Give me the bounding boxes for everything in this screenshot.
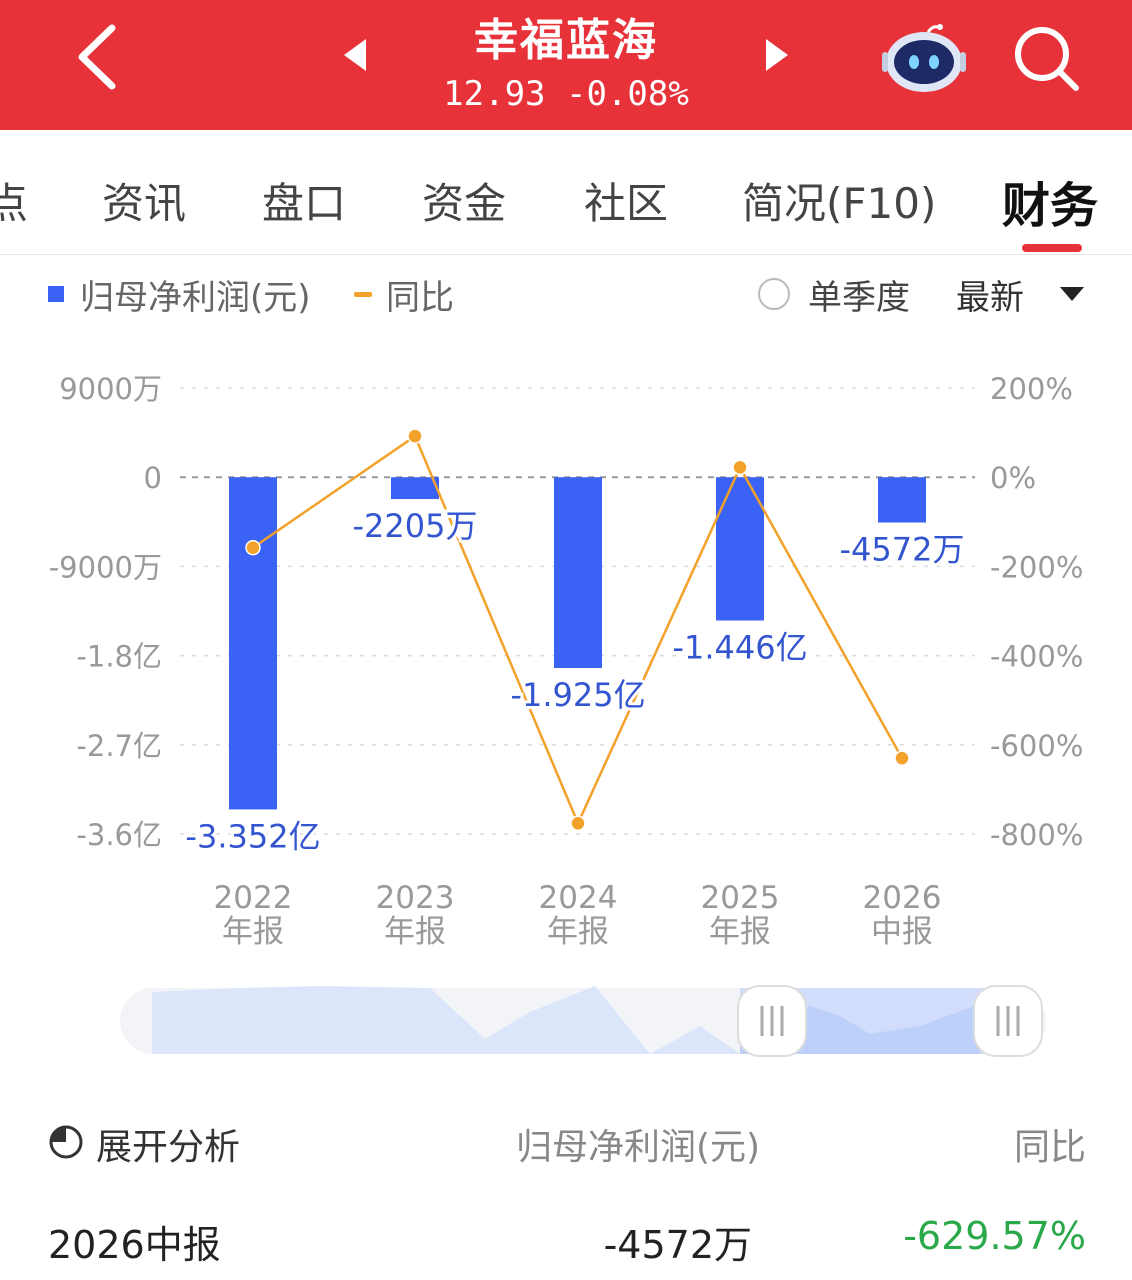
- period-select[interactable]: 最新: [956, 278, 1024, 318]
- range-slider[interactable]: [120, 984, 1046, 1058]
- x-category-label: 年报: [547, 914, 609, 950]
- row-profit-value: -4572万: [603, 1223, 752, 1267]
- y-left-tick-label: 9000万: [59, 372, 162, 406]
- profit-bar: [554, 477, 602, 668]
- tab-community[interactable]: 社区: [584, 179, 669, 228]
- range-right-handle[interactable]: [973, 985, 1043, 1057]
- table-row[interactable]: 2026中报 -4572万 -629.57%: [0, 1208, 1132, 1272]
- y-right-tick-label: -800%: [990, 818, 1083, 852]
- row-period: 2026中报: [48, 1223, 221, 1267]
- y-left-tick-label: -2.7亿: [76, 729, 162, 763]
- profit-bar: [229, 477, 277, 810]
- x-category-label: 2026: [863, 880, 942, 916]
- bar-data-label: -1.925亿: [510, 676, 645, 714]
- legend-yoy-label[interactable]: 同比: [386, 278, 454, 318]
- single-quarter-radio[interactable]: [758, 278, 790, 310]
- x-category-label: 2022: [214, 880, 293, 916]
- pie-chart-icon[interactable]: [48, 1124, 84, 1160]
- bar-data-label: -1.446亿: [672, 629, 807, 667]
- y-left-tick-label: 0: [144, 461, 162, 495]
- tab-bar: 点 资讯 盘口 资金 社区 简况(F10) 财务: [0, 130, 1132, 255]
- chevron-down-icon[interactable]: [1058, 284, 1086, 304]
- yoy-point: [894, 750, 910, 766]
- y-right-tick-label: 200%: [990, 372, 1073, 406]
- active-tab-indicator: [1022, 244, 1082, 252]
- tab-partial[interactable]: 点: [0, 179, 29, 228]
- tab-capital[interactable]: 资金: [422, 179, 507, 228]
- bar-data-label: -3.352亿: [185, 817, 320, 855]
- legend-profit-label[interactable]: 归母净利润(元): [80, 278, 311, 318]
- y-left-tick-label: -1.8亿: [76, 640, 162, 674]
- x-category-label: 中报: [871, 914, 933, 950]
- prev-stock-icon[interactable]: [336, 35, 376, 75]
- tab-news[interactable]: 资讯: [102, 179, 187, 228]
- yoy-point: [407, 428, 423, 444]
- column-header-yoy: 同比: [1013, 1127, 1086, 1168]
- yoy-point: [570, 815, 586, 832]
- x-category-label: 年报: [222, 914, 284, 950]
- chart-legend-row: 归母净利润(元) 同比 单季度 最新: [0, 262, 1132, 322]
- back-icon[interactable]: [70, 22, 130, 92]
- next-stock-icon[interactable]: [756, 35, 796, 75]
- bar-data-label: -4572万: [840, 531, 965, 569]
- range-left-handle[interactable]: [737, 985, 807, 1057]
- single-quarter-label[interactable]: 单季度: [808, 278, 910, 318]
- tab-f10[interactable]: 简况(F10): [742, 179, 937, 228]
- tab-orderbook[interactable]: 盘口: [262, 179, 347, 228]
- yoy-point: [732, 459, 748, 476]
- stock-name: 幸福蓝海: [474, 15, 658, 66]
- table-header: 展开分析 归母净利润(元) 同比: [0, 1112, 1132, 1172]
- y-left-tick-label: -9000万: [49, 550, 162, 584]
- profit-chart: 9000万 0 -9000万 -1.8亿 -2.7亿 -3.6亿 200% 0% -200% -4…: [49, 372, 1084, 950]
- yoy-point: [245, 539, 261, 556]
- legend-profit-swatch: [48, 286, 64, 302]
- profit-bar: [391, 477, 439, 500]
- top-bar: 幸福蓝海 12.93 -0.08%: [0, 0, 1132, 130]
- x-category-label: 年报: [384, 914, 446, 950]
- expand-analysis-button[interactable]: 展开分析: [96, 1127, 241, 1168]
- x-category-label: 年报: [709, 914, 771, 950]
- row-yoy-value: -629.57%: [903, 1214, 1086, 1258]
- search-icon[interactable]: [1010, 22, 1082, 94]
- y-right-tick-label: 0%: [990, 461, 1036, 495]
- tab-finance[interactable]: 财务: [1002, 178, 1099, 234]
- x-category-label: 2023: [376, 880, 455, 916]
- y-left-tick-label: -3.6亿: [76, 818, 162, 852]
- column-header-profit: 归母净利润(元): [516, 1127, 761, 1168]
- bar-data-label: -2205万: [353, 507, 478, 545]
- y-right-tick-label: -400%: [990, 640, 1083, 674]
- y-right-tick-label: -600%: [990, 729, 1083, 763]
- y-right-tick-label: -200%: [990, 550, 1083, 584]
- x-category-label: 2024: [539, 880, 618, 916]
- robot-assistant-icon[interactable]: [880, 18, 970, 98]
- legend-yoy-swatch: [354, 292, 372, 297]
- stock-quote: 12.93 -0.08%: [443, 74, 689, 114]
- x-category-label: 2025: [701, 880, 780, 916]
- profit-bar: [878, 477, 926, 523]
